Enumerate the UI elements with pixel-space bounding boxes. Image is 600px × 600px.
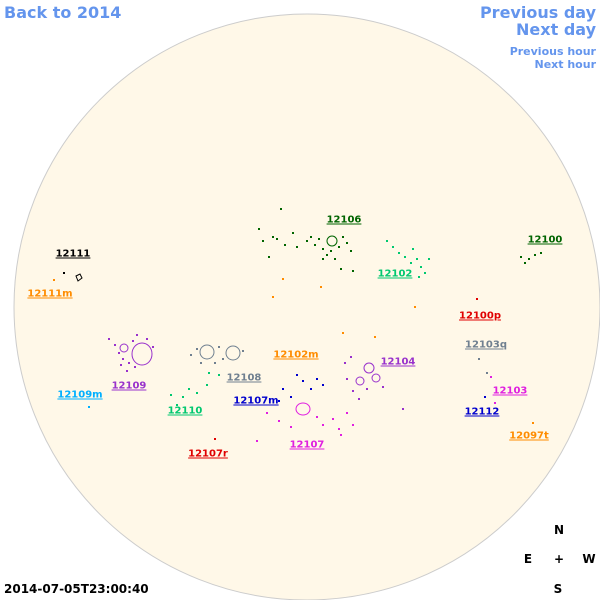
sunspot-group-12108 bbox=[190, 344, 244, 364]
compass-north: N bbox=[553, 523, 565, 537]
region-label-12100[interactable]: 12100 bbox=[527, 234, 563, 246]
region-label-12108[interactable]: 12108 bbox=[226, 372, 262, 384]
solar-disk bbox=[13, 13, 600, 600]
sunspot-scattered-orange bbox=[272, 278, 416, 338]
region-label-12111[interactable]: 12111 bbox=[55, 248, 91, 260]
region-label-12109m[interactable]: 12109m bbox=[57, 389, 103, 401]
sunspot-group-12107 bbox=[256, 402, 354, 442]
compass-center: + bbox=[553, 552, 565, 566]
sunspot-group-12109 bbox=[108, 334, 154, 372]
sunspot-group-12106 bbox=[258, 208, 354, 272]
previous-day-link[interactable]: Previous day bbox=[479, 3, 596, 22]
region-label-12104[interactable]: 12104 bbox=[380, 356, 416, 368]
sunspot-group-12103 bbox=[490, 376, 496, 404]
sunspot-group-12104 bbox=[344, 356, 404, 410]
sunspot-group-12097t bbox=[532, 422, 534, 424]
compass-west: W bbox=[582, 552, 596, 566]
sunspot-group-12112 bbox=[484, 396, 486, 398]
previous-hour-link[interactable]: Previous hour bbox=[509, 45, 596, 58]
region-label-12107m[interactable]: 12107m bbox=[233, 395, 279, 407]
next-hour-link[interactable]: Next hour bbox=[534, 58, 597, 71]
sunspot-group-12111m bbox=[53, 279, 55, 281]
region-label-12100p[interactable]: 12100p bbox=[459, 310, 501, 322]
compass-east: E bbox=[523, 552, 533, 566]
region-label-12103[interactable]: 12103 bbox=[492, 385, 528, 397]
region-label-12107r[interactable]: 12107r bbox=[188, 448, 228, 460]
sunspot-group-12110 bbox=[170, 372, 220, 406]
next-day-link[interactable]: Next day bbox=[516, 20, 596, 39]
region-label-12102m[interactable]: 12102m bbox=[273, 349, 319, 361]
sunspot-group-12100 bbox=[520, 252, 542, 264]
sunspot-group-12102 bbox=[386, 240, 430, 278]
region-label-12097t[interactable]: 12097t bbox=[509, 430, 549, 442]
compass-south: S bbox=[553, 582, 563, 596]
region-label-12102[interactable]: 12102 bbox=[377, 268, 413, 280]
region-label-12111m[interactable]: 12111m bbox=[27, 288, 73, 300]
region-label-12109[interactable]: 12109 bbox=[111, 380, 147, 392]
sunspot-group-12109m bbox=[88, 406, 90, 408]
region-label-12110[interactable]: 12110 bbox=[167, 405, 203, 417]
sunspot-group-12103q bbox=[478, 358, 488, 374]
back-to-year-link[interactable]: Back to 2014 bbox=[4, 3, 122, 22]
region-label-12103q[interactable]: 12103q bbox=[465, 339, 507, 351]
sunspot-group-12111 bbox=[63, 272, 83, 282]
observation-timestamp: 2014-07-05T23:00:40 bbox=[4, 582, 149, 596]
sunspot-group-12107m bbox=[278, 374, 324, 402]
sunspot-group-12100p bbox=[214, 298, 478, 440]
region-label-12112[interactable]: 12112 bbox=[464, 406, 500, 418]
region-label-12107[interactable]: 12107 bbox=[289, 439, 325, 451]
region-label-12106[interactable]: 12106 bbox=[326, 214, 362, 226]
